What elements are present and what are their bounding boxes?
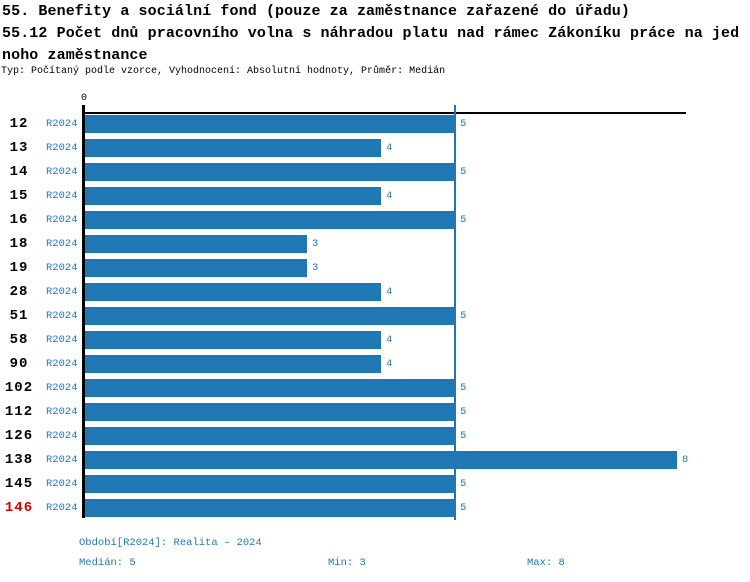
chart-row: 18 R2024 3 bbox=[0, 235, 750, 253]
row-series-label: R2024 bbox=[46, 358, 78, 370]
bar[interactable] bbox=[85, 115, 455, 133]
chart-row: 13 R2024 4 bbox=[0, 139, 750, 157]
bar[interactable] bbox=[85, 307, 455, 325]
bar[interactable] bbox=[85, 187, 381, 205]
bar[interactable] bbox=[85, 355, 381, 373]
bar-value-label: 4 bbox=[386, 286, 393, 298]
row-category-label: 58 bbox=[9, 332, 29, 348]
bar[interactable] bbox=[85, 259, 307, 277]
median-reference-line bbox=[454, 105, 456, 520]
row-series-label: R2024 bbox=[46, 214, 78, 226]
row-series-label: R2024 bbox=[46, 286, 78, 298]
footer-min: Min: 3 bbox=[328, 557, 366, 569]
bar-value-label: 3 bbox=[312, 262, 319, 274]
row-category-label: 138 bbox=[4, 452, 34, 468]
bar[interactable] bbox=[85, 403, 455, 421]
chart-row: 112 R2024 5 bbox=[0, 403, 750, 421]
report-subtitle: Typ: Počítaný podle vzorce, Vyhodnocení:… bbox=[1, 66, 446, 77]
bar[interactable] bbox=[85, 211, 455, 229]
bar-value-label: 4 bbox=[386, 334, 393, 346]
report-title-line2: 55.12 Počet dnů pracovního volna s náhra… bbox=[2, 25, 740, 42]
row-category-label: 12 bbox=[9, 116, 29, 132]
row-category-label: 90 bbox=[9, 356, 29, 372]
chart-row: 15 R2024 4 bbox=[0, 187, 750, 205]
report-title-line3: noho zaměstnance bbox=[2, 47, 148, 64]
bar[interactable] bbox=[85, 139, 381, 157]
row-category-label: 112 bbox=[4, 404, 34, 420]
x-axis-zero-label: 0 bbox=[80, 93, 87, 104]
row-series-label: R2024 bbox=[46, 190, 78, 202]
row-category-label: 102 bbox=[4, 380, 34, 396]
chart-row: 19 R2024 3 bbox=[0, 259, 750, 277]
chart-row: 51 R2024 5 bbox=[0, 307, 750, 325]
row-series-label: R2024 bbox=[46, 430, 78, 442]
bar-value-label: 5 bbox=[460, 310, 467, 322]
report-title-line1: 55. Benefity a sociální fond (pouze za z… bbox=[2, 3, 631, 20]
row-series-label: R2024 bbox=[46, 262, 78, 274]
row-series-label: R2024 bbox=[46, 334, 78, 346]
bar-value-label: 8 bbox=[682, 454, 689, 466]
footer-median: Medián: 5 bbox=[79, 557, 136, 569]
bar-value-label: 4 bbox=[386, 358, 393, 370]
row-category-label: 19 bbox=[9, 260, 29, 276]
bar-value-label: 5 bbox=[460, 214, 467, 226]
row-series-label: R2024 bbox=[46, 166, 78, 178]
chart-row: 12 R2024 5 bbox=[0, 115, 750, 133]
bar-value-label: 3 bbox=[312, 238, 319, 250]
chart-row: 16 R2024 5 bbox=[0, 211, 750, 229]
chart-row: 145 R2024 5 bbox=[0, 475, 750, 493]
bar[interactable] bbox=[85, 379, 455, 397]
row-category-label: 28 bbox=[9, 284, 29, 300]
chart-row: 146 R2024 5 bbox=[0, 499, 750, 517]
row-category-label: 145 bbox=[4, 476, 34, 492]
chart-row: 28 R2024 4 bbox=[0, 283, 750, 301]
row-series-label: R2024 bbox=[46, 502, 78, 514]
row-series-label: R2024 bbox=[46, 382, 78, 394]
row-series-label: R2024 bbox=[46, 118, 78, 130]
bar-value-label: 5 bbox=[460, 382, 467, 394]
bar[interactable] bbox=[85, 163, 455, 181]
bar-value-label: 4 bbox=[386, 190, 393, 202]
row-series-label: R2024 bbox=[46, 406, 78, 418]
bar[interactable] bbox=[85, 235, 307, 253]
bar[interactable] bbox=[85, 475, 455, 493]
row-category-label: 15 bbox=[9, 188, 29, 204]
row-category-label: 126 bbox=[4, 428, 34, 444]
bar[interactable] bbox=[85, 451, 677, 469]
row-series-label: R2024 bbox=[46, 454, 78, 466]
bar[interactable] bbox=[85, 499, 455, 517]
y-axis-line bbox=[82, 105, 85, 518]
chart-row: 126 R2024 5 bbox=[0, 427, 750, 445]
row-series-label: R2024 bbox=[46, 142, 78, 154]
chart-row: 102 R2024 5 bbox=[0, 379, 750, 397]
bar-value-label: 5 bbox=[460, 406, 467, 418]
x-axis-top-line bbox=[84, 112, 686, 114]
chart-row: 14 R2024 5 bbox=[0, 163, 750, 181]
bar-value-label: 4 bbox=[386, 142, 393, 154]
bar[interactable] bbox=[85, 331, 381, 349]
footer-period: Období[R2024]: Realita – 2024 bbox=[79, 537, 262, 549]
chart-row: 138 R2024 8 bbox=[0, 451, 750, 469]
bar-value-label: 5 bbox=[460, 118, 467, 130]
row-series-label: R2024 bbox=[46, 310, 78, 322]
chart-row: 58 R2024 4 bbox=[0, 331, 750, 349]
row-category-label: 14 bbox=[9, 164, 29, 180]
bar[interactable] bbox=[85, 283, 381, 301]
row-category-label: 13 bbox=[9, 140, 29, 156]
bar-value-label: 5 bbox=[460, 478, 467, 490]
row-series-label: R2024 bbox=[46, 478, 78, 490]
row-category-label: 51 bbox=[9, 308, 29, 324]
bar-value-label: 5 bbox=[460, 502, 467, 514]
bar-value-label: 5 bbox=[460, 430, 467, 442]
row-category-label: 146 bbox=[4, 500, 34, 516]
bar-value-label: 5 bbox=[460, 166, 467, 178]
row-category-label: 16 bbox=[9, 212, 29, 228]
row-category-label: 18 bbox=[9, 236, 29, 252]
row-series-label: R2024 bbox=[46, 238, 78, 250]
chart-row: 90 R2024 4 bbox=[0, 355, 750, 373]
bar[interactable] bbox=[85, 427, 455, 445]
footer-max: Max: 8 bbox=[527, 557, 565, 569]
